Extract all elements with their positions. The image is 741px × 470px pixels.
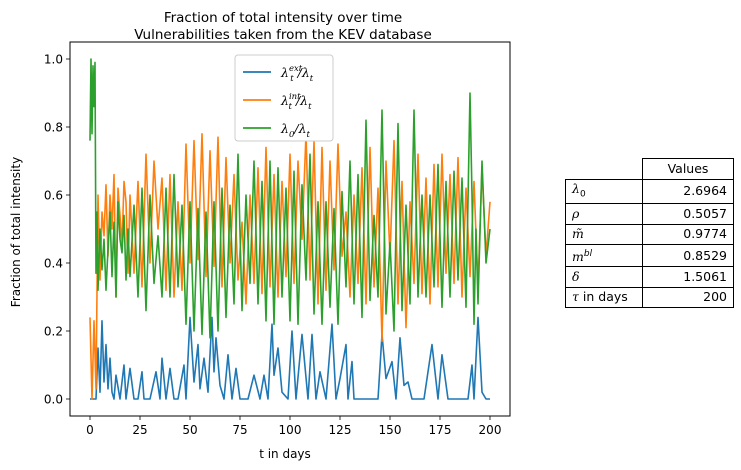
legend-label-3: λ0/λt: [280, 121, 311, 140]
param-label: λ0: [565, 178, 643, 204]
legend-label-2: λint t/λt: [280, 92, 312, 112]
legend-box: [234, 54, 334, 142]
y-tick-label: 0.6: [44, 189, 63, 203]
table-corner: [566, 159, 643, 180]
x-axis-ticks: 0 25 50 75 100 125 150 175 200: [86, 416, 501, 437]
param-label: mbl: [565, 243, 643, 268]
y-tick-label: 0.2: [44, 325, 63, 339]
y-axis-label: Fraction of total intensity: [9, 157, 23, 307]
x-tick-label: 125: [329, 423, 352, 437]
table-row: m̃ 0.9774: [565, 223, 734, 245]
chart-subtitle: Vulnerabilities taken from the KEV datab…: [134, 27, 432, 43]
series-line-3: [89, 58, 491, 339]
series-line-1: [90, 316, 490, 400]
param-value: 1.5061: [642, 266, 734, 288]
y-tick-label: 0.4: [44, 257, 63, 271]
table-row: ρ 0.5057: [565, 203, 734, 225]
y-axis-ticks: 0.0 0.2 0.4 0.6 0.8 1.0: [44, 53, 70, 407]
table-header-row: Values: [566, 158, 734, 180]
param-label: ρ: [565, 203, 643, 225]
table-row: δ 1.5061: [565, 266, 734, 288]
param-value: 2.6964: [642, 178, 734, 204]
x-tick-label: 100: [279, 423, 302, 437]
table-row: mbl 0.8529: [565, 243, 734, 268]
y-tick-label: 1.0: [44, 53, 63, 67]
x-axis-label: t in days: [259, 447, 311, 461]
x-tick-label: 50: [182, 423, 197, 437]
y-tick-label: 0.0: [44, 393, 63, 407]
x-tick-label: 0: [86, 423, 94, 437]
x-tick-label: 175: [429, 423, 452, 437]
param-label: m̃: [565, 223, 643, 245]
param-value: 0.5057: [642, 203, 734, 225]
x-tick-label: 150: [379, 423, 402, 437]
x-tick-label: 75: [232, 423, 247, 437]
param-label: τ in days: [565, 286, 643, 309]
chart-title: Fraction of total intensity over time: [164, 10, 402, 26]
x-tick-label: 200: [479, 423, 502, 437]
param-value: 0.8529: [642, 243, 734, 268]
parameter-table: Values λ0 2.6964 ρ 0.5057 m̃ 0.9774 mbl 0.8529 δ…: [565, 158, 734, 309]
table-row: τ in days 200: [565, 286, 734, 309]
x-tick-label: 25: [132, 423, 147, 437]
legend-label-1: λext t/λt: [280, 64, 314, 84]
param-value: 0.9774: [642, 223, 734, 245]
table-body: λ0 2.6964 ρ 0.5057 m̃ 0.9774 mbl 0.8529 δ 1.5061 τ…: [565, 178, 734, 309]
table-header: Values: [642, 158, 734, 180]
param-value: 200: [642, 286, 734, 309]
series-layer: [89, 58, 491, 400]
legend: λext t/λt λint t/λt λ0/λt: [234, 54, 334, 142]
y-tick-label: 0.8: [44, 121, 63, 135]
param-label: δ: [565, 266, 643, 288]
table-row: λ0 2.6964: [565, 178, 734, 204]
